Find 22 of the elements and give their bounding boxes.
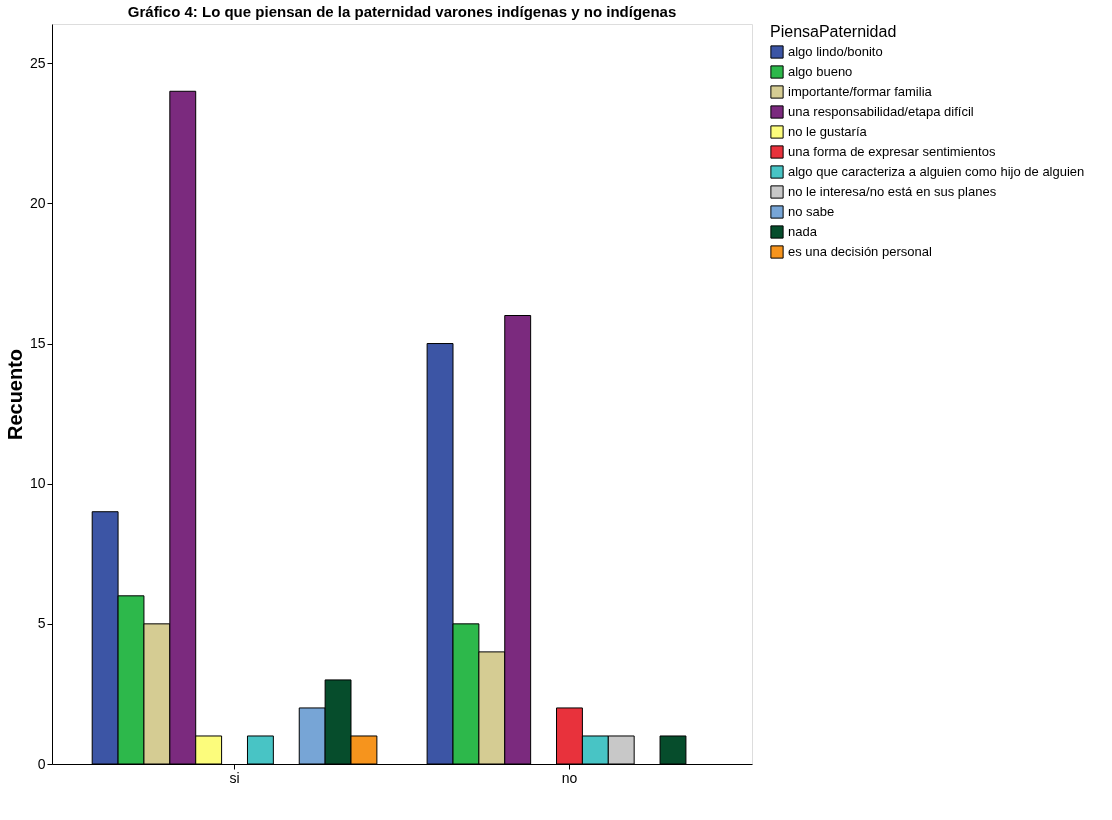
- y-tick-label: 20: [29, 194, 46, 211]
- legend-label: importante/formar familia: [788, 84, 933, 99]
- y-tick-label: 25: [29, 54, 46, 71]
- legend-label: no le gustaría: [788, 124, 868, 139]
- y-axis-title: Recuento: [3, 348, 26, 441]
- y-tick-label: 0: [37, 755, 46, 772]
- legend-label: no sabe: [788, 204, 835, 219]
- legend-label: algo lindo/bonito: [788, 44, 883, 59]
- legend-label: no le interesa/no está en sus planes: [788, 184, 997, 199]
- legend-label: algo que caracteriza a alguien como hijo de alguien: [788, 164, 1085, 179]
- legend-label: una forma de expresar sentimientos: [788, 144, 996, 159]
- y-tick-label: 10: [29, 475, 46, 492]
- y-tick-label: 15: [29, 335, 46, 352]
- x-tick-label: si: [229, 769, 240, 786]
- legend-label: nada: [788, 224, 818, 239]
- legend-title: PiensaPaternidad: [770, 23, 897, 40]
- x-tick-label: no: [561, 769, 578, 786]
- y-tick-label: 5: [37, 615, 46, 632]
- chart-title: Gráfico 4: Lo que piensan de la paternidad varones indígenas y no indígenas: [127, 3, 677, 20]
- legend-label: algo bueno: [788, 64, 853, 79]
- legend-label: una responsabilidad/etapa difícil: [788, 104, 974, 119]
- legend-label: es una decisión personal: [788, 244, 932, 259]
